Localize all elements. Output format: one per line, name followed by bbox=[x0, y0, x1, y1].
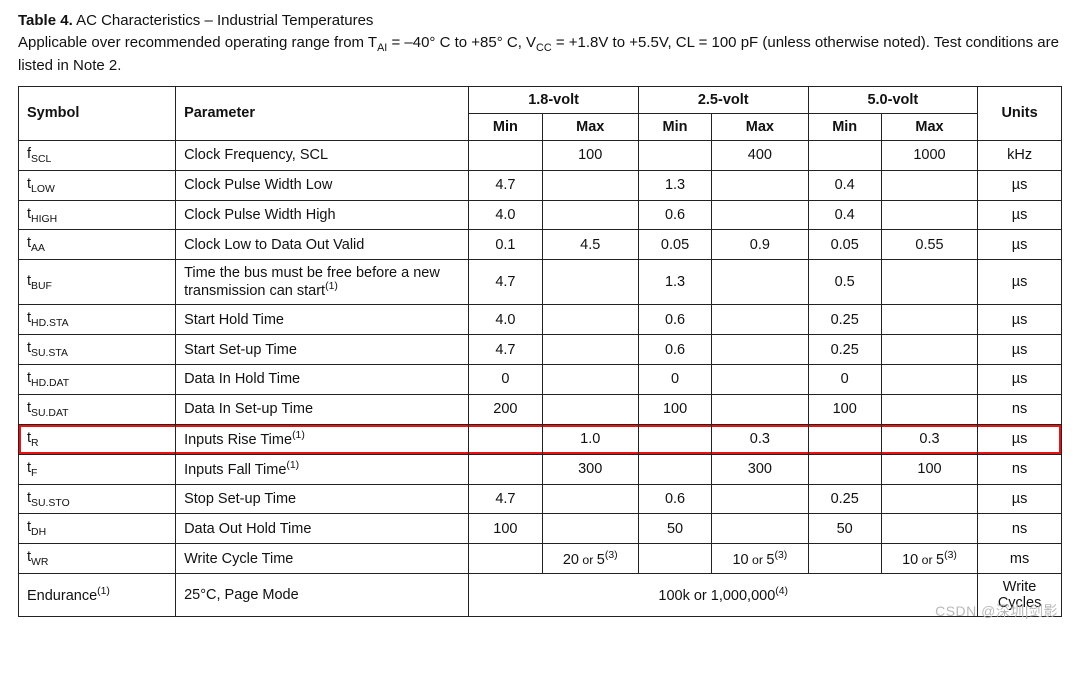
row-tr: tR Inputs Rise Time(1) 1.0 0.3 0.3 µs bbox=[19, 424, 1062, 454]
ac-characteristics-table: Symbol Parameter 1.8-volt 2.5-volt 5.0-v… bbox=[18, 86, 1062, 617]
col-50-max: Max bbox=[881, 113, 977, 140]
row-tf: tF Inputs Fall Time(1) 300 300 100 ns bbox=[19, 454, 1062, 484]
col-group-50v: 5.0-volt bbox=[808, 86, 978, 113]
col-group-18v: 1.8-volt bbox=[469, 86, 639, 113]
col-symbol: Symbol bbox=[19, 86, 176, 140]
col-18-min: Min bbox=[469, 113, 542, 140]
row-thdsta: tHD.STA Start Hold Time 4.0 0.6 0.25 µs bbox=[19, 305, 1062, 335]
row-endurance: Endurance(1) 25°C, Page Mode 100k or 1,0… bbox=[19, 574, 1062, 617]
row-thddat: tHD.DAT Data In Hold Time 0 0 0 µs bbox=[19, 364, 1062, 394]
table-body: fSCL Clock Frequency, SCL 100 400 1000 k… bbox=[19, 140, 1062, 616]
col-parameter: Parameter bbox=[176, 86, 469, 140]
table-caption: Table 4. AC Characteristics – Industrial… bbox=[18, 12, 1062, 29]
table-label: Table 4. bbox=[18, 12, 73, 29]
table-subcaption: Applicable over recommended operating ra… bbox=[18, 33, 1062, 76]
header-group-row: Symbol Parameter 1.8-volt 2.5-volt 5.0-v… bbox=[19, 86, 1062, 113]
row-fscl: fSCL Clock Frequency, SCL 100 400 1000 k… bbox=[19, 140, 1062, 170]
col-18-max: Max bbox=[542, 113, 638, 140]
row-tsusto: tSU.STO Stop Set-up Time 4.7 0.6 0.25 µs bbox=[19, 484, 1062, 514]
row-tbuf: tBUF Time the bus must be free before a … bbox=[19, 260, 1062, 305]
col-group-25v: 2.5-volt bbox=[638, 86, 808, 113]
col-units: Units bbox=[978, 86, 1062, 140]
endurance-value: 100k or 1,000,000(4) bbox=[469, 574, 978, 617]
row-tsudat: tSU.DAT Data In Set-up Time 200 100 100 … bbox=[19, 394, 1062, 424]
row-taa: tAA Clock Low to Data Out Valid 0.14.5 0… bbox=[19, 230, 1062, 260]
row-twr: tWR Write Cycle Time 20 or 5(3) 10 or 5(… bbox=[19, 544, 1062, 574]
row-tdh: tDH Data Out Hold Time 100 50 50 ns bbox=[19, 514, 1062, 544]
col-50-min: Min bbox=[808, 113, 881, 140]
table-title: AC Characteristics – Industrial Temperat… bbox=[76, 12, 373, 29]
row-thigh: tHIGH Clock Pulse Width High 4.0 0.6 0.4… bbox=[19, 200, 1062, 230]
row-tsusta: tSU.STA Start Set-up Time 4.7 0.6 0.25 µ… bbox=[19, 335, 1062, 365]
row-tlow: tLOW Clock Pulse Width Low 4.7 1.3 0.4 µ… bbox=[19, 170, 1062, 200]
col-25-max: Max bbox=[712, 113, 808, 140]
col-25-min: Min bbox=[638, 113, 711, 140]
